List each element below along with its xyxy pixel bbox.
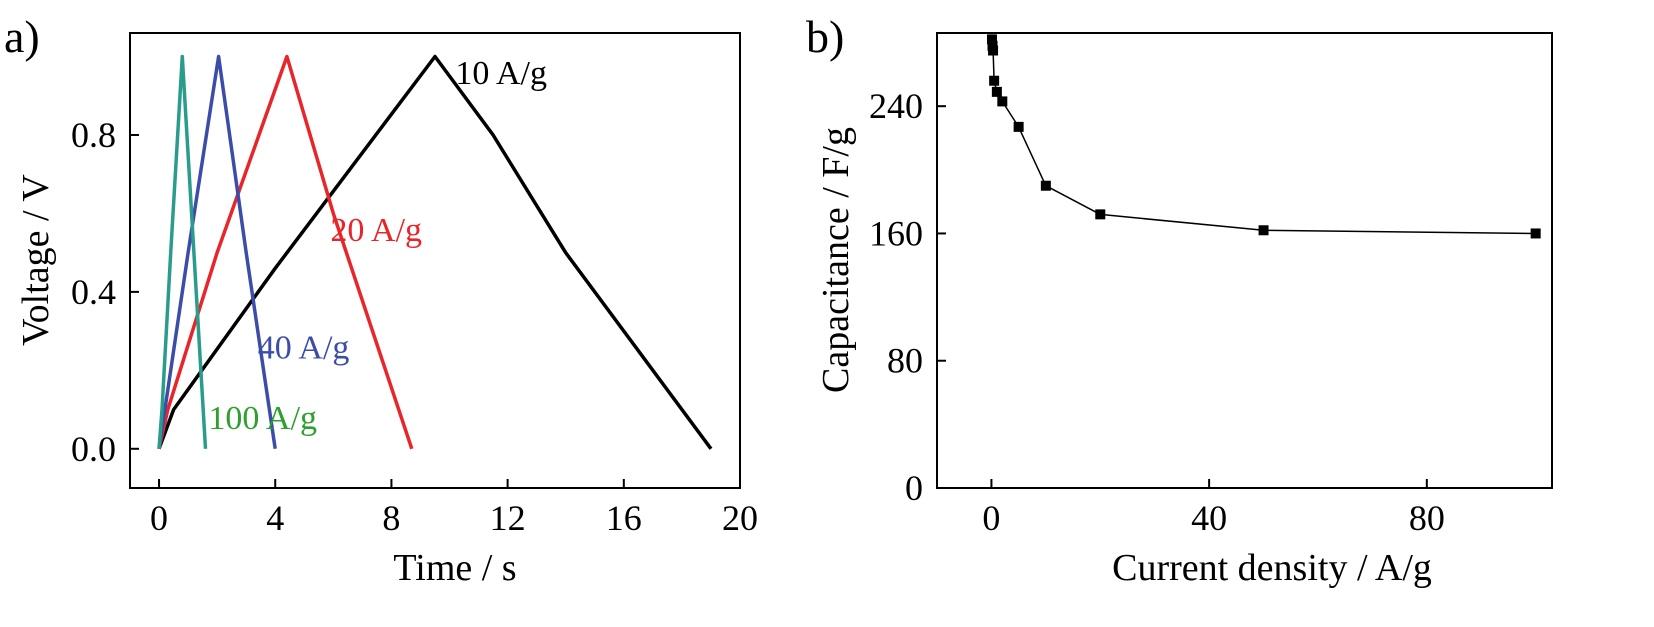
series-label-a-1: 20 A/g [330,212,422,249]
y-axis-title-a: Voltage / V [15,174,57,346]
y-tick-label-a: 0.8 [71,115,116,155]
y-tick-label-b: 0 [905,468,923,508]
series-line-b-0 [991,39,1536,235]
data-point-b [1013,121,1024,132]
data-point-b [989,75,1000,86]
chart-panel-b: b) 0 80 160 240 0 40 80 Current density / A/g… [806,11,1553,589]
x-tick-label-b: 80 [1409,498,1445,538]
data-point-b [1095,209,1106,220]
x-tick-label-a: 16 [606,498,642,538]
plot-frame-b [936,32,1553,489]
x-tick-label-a: 12 [490,498,526,538]
x-axis-title-a: Time / s [393,547,516,589]
y-tick-label-a: 0.4 [71,272,116,312]
x-tick-label-b: 0 [982,498,1000,538]
plot-frame-a [129,32,741,489]
data-point-b [986,34,997,45]
series-label-a-2: 40 A/g [258,330,350,367]
data-point-b [1040,180,1051,191]
panel-label-b: b) [806,11,844,62]
series-line-a-0 [157,54,713,450]
y-axis-title-b: Capacitance / F/g [815,127,857,393]
x-tick-label-a: 0 [150,498,168,538]
data-point-b [1530,228,1541,239]
y-tick-label-b: 80 [887,341,923,381]
series-label-a-0: 10 A/g [455,55,547,92]
series-line-a-3 [157,54,208,449]
y-tick-label-b: 160 [869,213,923,253]
y-tick-label-b: 240 [869,86,923,126]
panel-label-a: a) [4,11,40,62]
series-line-a-2 [157,54,277,450]
data-point-b [991,86,1002,97]
y-tick-label-a: 0.0 [71,429,116,469]
data-point-b [988,45,999,56]
x-tick-label-a: 8 [382,498,400,538]
x-tick-label-a: 20 [722,498,758,538]
series-label-a-3: 100 A/g [208,400,317,437]
series-line-a-1 [157,54,414,450]
data-point-b [1258,225,1269,236]
x-tick-label-a: 4 [266,498,284,538]
x-tick-label-b: 40 [1191,498,1227,538]
x-axis-title-b: Current density / A/g [1112,547,1432,589]
chart-panel-a: a) 0.0 0.4 0.8 0 4 8 12 16 20 10 A/g 20 A/g 40 A/… [4,11,758,589]
data-point-b [997,96,1008,107]
